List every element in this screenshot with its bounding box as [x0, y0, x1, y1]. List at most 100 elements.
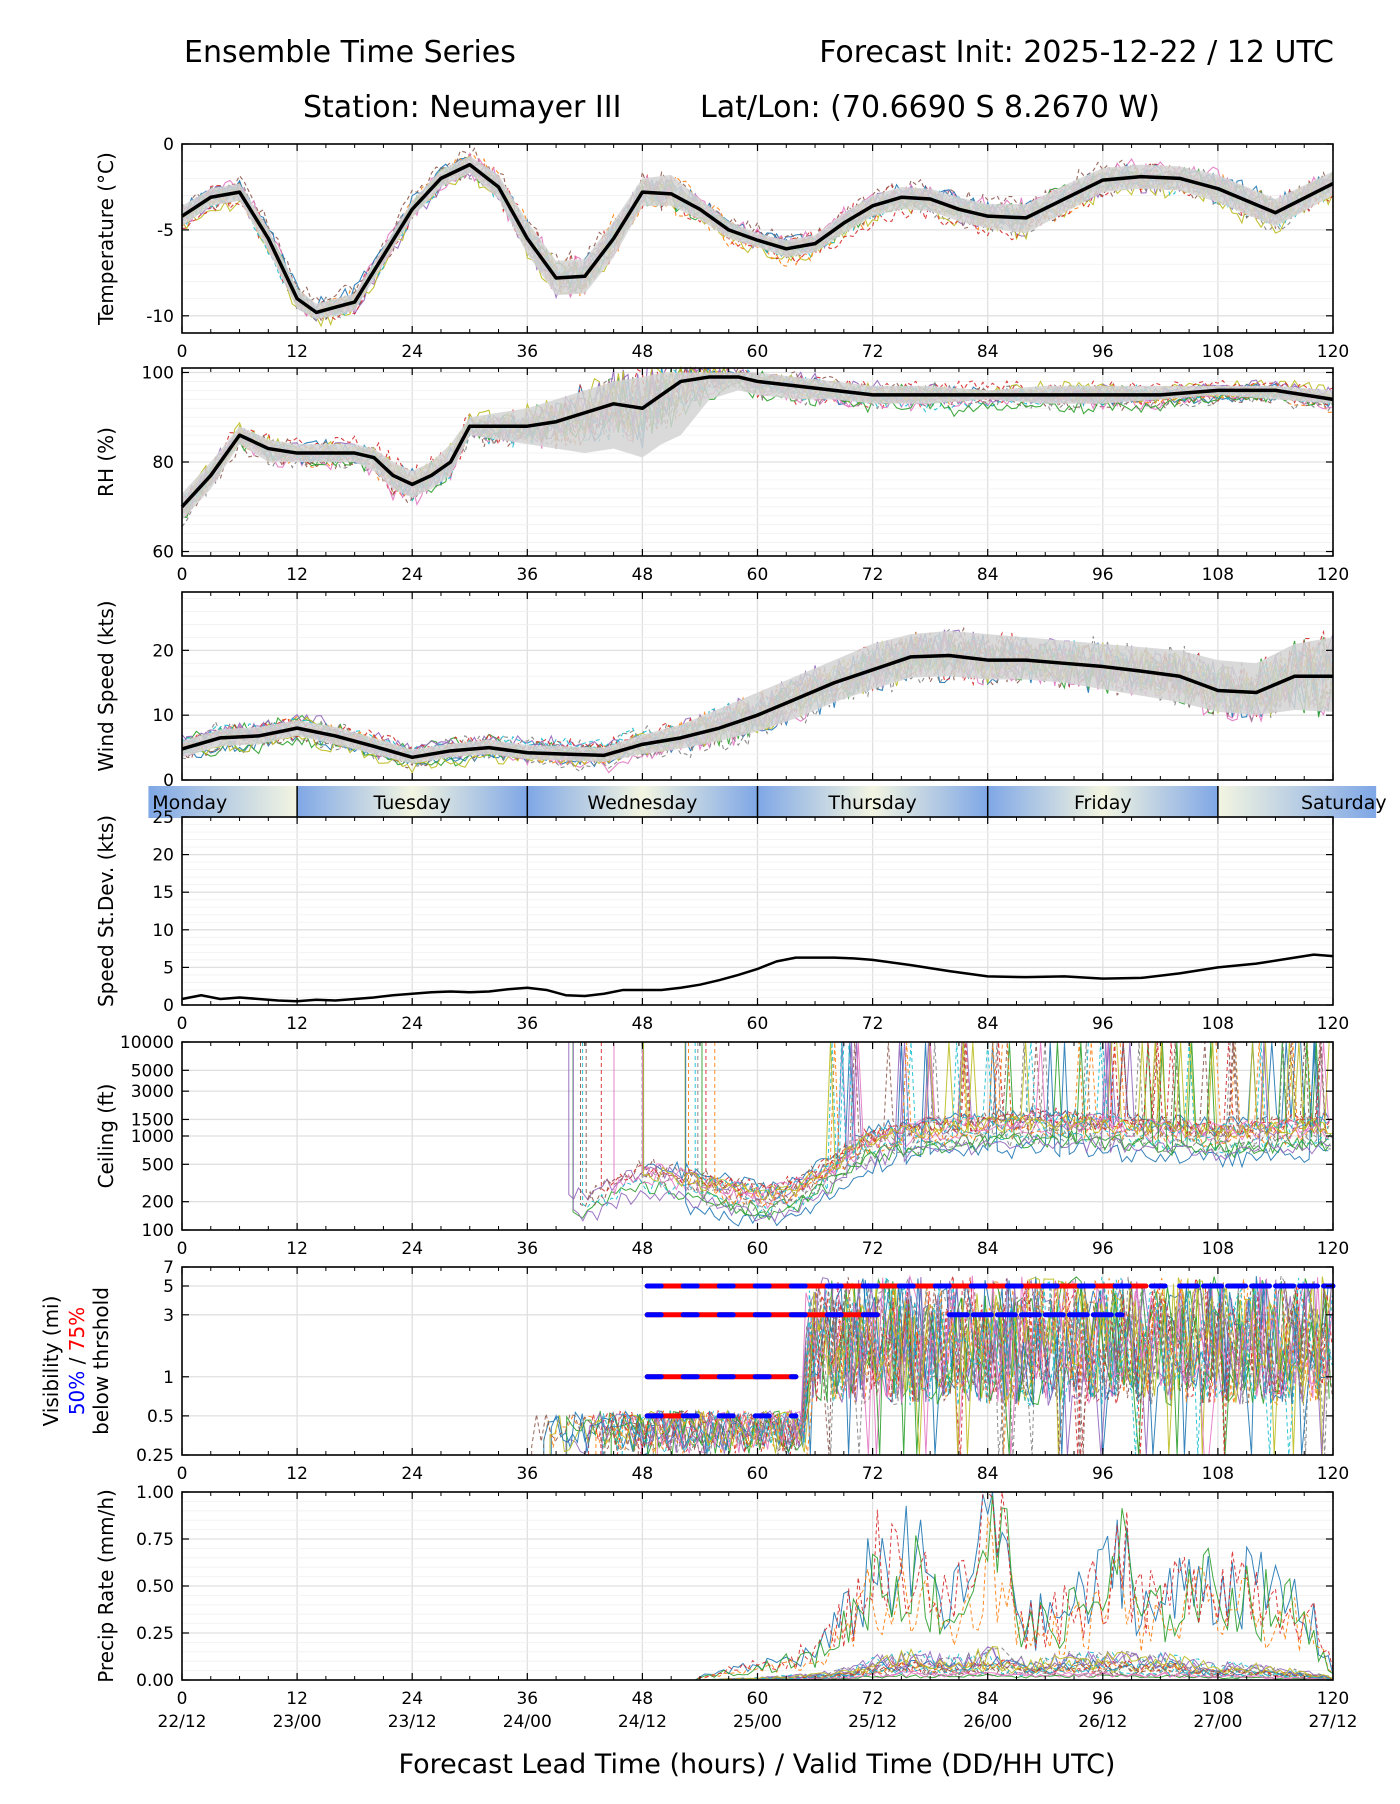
x-tick-label: 12	[286, 1689, 308, 1709]
x-tick-label: 0	[177, 1689, 188, 1709]
x-tick-label: 84	[977, 1239, 999, 1259]
x-tick-label: 108	[1202, 1689, 1234, 1709]
temperature-x-axis: 0 12 24 36 48 60 72 84 96 108 120	[177, 144, 1349, 362]
ensemble-member-line	[685, 1041, 1329, 1227]
wind-panel: 20 10 0 Wind Speed (kts)	[94, 591, 1334, 791]
day-label: Saturday	[1301, 792, 1387, 814]
x-tick-label: 48	[632, 1464, 654, 1484]
wind-spread-band	[182, 630, 1333, 764]
y-tick-label: 1.00	[136, 1483, 174, 1503]
speed-stdev-line	[181, 953, 1334, 1003]
temperature-panel: 0-5-100 12 24 36 48 60 72 84 96 108 120Temperature…	[94, 135, 1349, 362]
x-tick-label: 0	[177, 565, 188, 585]
rh-y-label: RH (%)	[94, 427, 118, 497]
x-tick-label: 60	[747, 1464, 769, 1484]
latlon-label: Lat/Lon: (70.6690 S 8.2670 W)	[700, 90, 1160, 125]
x-tick-label: 60	[747, 342, 769, 362]
x-tick-label: 84	[977, 1689, 999, 1709]
day-label: Monday	[152, 792, 227, 814]
valid-time-label: 27/00	[1193, 1712, 1242, 1732]
x-tick-label: 24	[401, 565, 423, 585]
speed_sd-x-axis: 0 12 24 36 48 60 72 84 96 108 120	[177, 817, 1349, 1034]
ensemble-member-line	[582, 1041, 1331, 1216]
x-tick-label: 96	[1092, 1014, 1114, 1034]
x-tick-label: 12	[286, 565, 308, 585]
x-tick-label: 84	[977, 1014, 999, 1034]
x-tick-label: 48	[632, 1689, 654, 1709]
x-tick-label: 96	[1092, 1689, 1114, 1709]
x-tick-label: 36	[516, 565, 538, 585]
forecast-init-label: Forecast Init: 2025-12-22 / 12 UTC	[819, 35, 1334, 70]
x-tick-label: 108	[1202, 1014, 1234, 1034]
x-tick-label: 48	[632, 342, 654, 362]
x-tick-label: 72	[862, 1464, 884, 1484]
y-tick-label: 20	[152, 846, 174, 866]
x-tick-label: 72	[862, 565, 884, 585]
x-tick-label: 120	[1317, 342, 1349, 362]
y-tick-label: 1000	[131, 1127, 174, 1147]
y-tick-label: -10	[146, 307, 174, 327]
day-segment	[148, 786, 298, 818]
x-tick-label: 84	[977, 1464, 999, 1484]
x-tick-label: 48	[632, 1239, 654, 1259]
y-tick-label: 500	[142, 1155, 174, 1175]
valid-time-label: 24/12	[618, 1712, 667, 1732]
ensemble-member-line	[694, 1041, 1329, 1200]
wind-y-axis: 20 10 0	[152, 641, 1333, 791]
y-tick-label: 5	[163, 1277, 174, 1297]
x-tick-label: 60	[747, 1014, 769, 1034]
x-tick-label: 84	[977, 565, 999, 585]
x-tick-label: 120	[1317, 1014, 1349, 1034]
x-tick-label: 120	[1317, 565, 1349, 585]
x-tick-label: 36	[516, 1014, 538, 1034]
y-tick-label: 1500	[131, 1110, 174, 1130]
y-tick-label: 5000	[131, 1061, 174, 1081]
x-tick-label: 60	[747, 1689, 769, 1709]
precip-y-label: Precip Rate (mm/h)	[94, 1489, 118, 1683]
day-band: Monday Tuesday Wednesday Thursday Friday Satu…	[148, 786, 1387, 818]
speed_sd-panel: 25 20 15 10 5 00 12 24 36 48 60 72 84 96 108 120 Speed S…	[94, 808, 1349, 1034]
y-tick-label: 100	[142, 1221, 174, 1241]
valid-time-label: 24/00	[503, 1712, 552, 1732]
y-tick-label: 25	[152, 808, 174, 828]
y-tick-label: 60	[152, 543, 174, 563]
x-tick-label: 120	[1317, 1239, 1349, 1259]
valid-time-label: 23/00	[273, 1712, 322, 1732]
y-tick-label: 10	[152, 706, 174, 726]
valid-time-labels: 22/12 23/00 23/12 24/00 24/12 25/00 25/12 26/00…	[158, 1712, 1358, 1732]
valid-time-label: 22/12	[158, 1712, 207, 1732]
ensemble-member-line	[531, 1277, 1334, 1456]
ensemble-member-line	[181, 166, 1334, 316]
ensemble-member-line	[601, 1277, 1332, 1456]
ensemble-member-line	[652, 1276, 1330, 1456]
y-tick-label: 0	[163, 135, 174, 155]
y-tick-label: 15	[152, 883, 174, 903]
y-tick-label: 0.00	[136, 1671, 174, 1691]
x-tick-label: 96	[1092, 1239, 1114, 1259]
x-tick-label: 12	[286, 1464, 308, 1484]
ensemble-member-line	[588, 1275, 1333, 1457]
x-tick-label: 72	[862, 1014, 884, 1034]
y-tick-label: 3	[163, 1306, 174, 1326]
x-tick-label: 108	[1202, 1239, 1234, 1259]
day-segment	[1217, 786, 1377, 818]
ensemble-member-line	[642, 1491, 1334, 1681]
y-tick-label: 0.5	[147, 1407, 174, 1427]
day-segment	[987, 786, 1218, 818]
x-tick-label: 24	[401, 1464, 423, 1484]
x-tick-label: 12	[286, 342, 308, 362]
station-label: Station: Neumayer III	[303, 90, 621, 125]
y-tick-label: 0	[163, 996, 174, 1016]
x-tick-label: 108	[1202, 1464, 1234, 1484]
legend-separator: /	[65, 1351, 89, 1370]
x-tick-label: 48	[632, 1014, 654, 1034]
rh-y-axis: 100 80 60	[142, 363, 1333, 563]
x-tick-label: 120	[1317, 1464, 1349, 1484]
x-tick-label: 24	[401, 1239, 423, 1259]
rh-ensemble-mean-line	[180, 375, 1334, 508]
temperature-ensemble-mean-line	[181, 162, 1334, 315]
y-tick-label: 20	[152, 641, 174, 661]
y-tick-label: 0	[163, 771, 174, 791]
